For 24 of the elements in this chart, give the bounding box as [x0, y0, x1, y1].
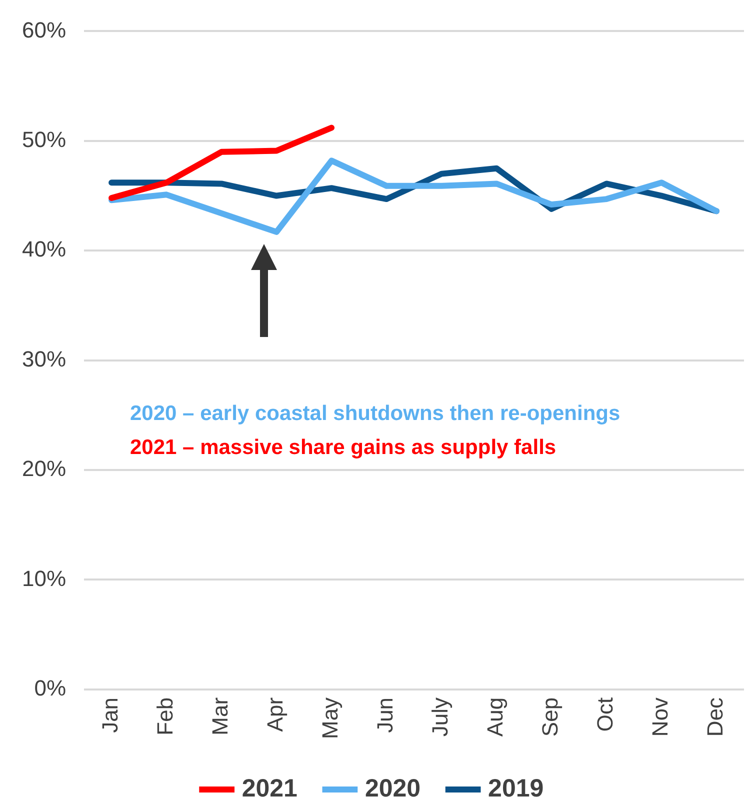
- x-tick-label: July: [428, 697, 453, 737]
- legend-label: 2020: [364, 774, 421, 802]
- x-tick-label: Nov: [648, 697, 673, 737]
- y-tick-label: 40%: [22, 236, 66, 262]
- x-tick-label: Aug: [482, 697, 508, 737]
- x-tick-label: Dec: [702, 697, 728, 737]
- x-tick-label: Apr: [262, 697, 288, 732]
- y-tick-label: 20%: [22, 456, 66, 482]
- legend-label: 2021: [242, 774, 298, 802]
- legend-label: 2019: [488, 774, 544, 802]
- annotation: 2020 – early coastal shutdowns then re-openings: [130, 402, 620, 425]
- y-tick-label: 60%: [22, 17, 66, 42]
- x-tick-label: Sep: [538, 697, 563, 737]
- x-tick-label: Mar: [208, 697, 233, 736]
- y-tick-label: 0%: [34, 676, 66, 700]
- x-tick-label: Jan: [98, 697, 123, 733]
- y-tick-label: 50%: [22, 126, 66, 152]
- x-tick-label: Jun: [372, 697, 398, 733]
- x-tick-label: Oct: [592, 697, 618, 732]
- x-tick-label: May: [318, 697, 343, 739]
- x-tick-label: Feb: [152, 697, 178, 736]
- annotation: 2021 – massive share gains as supply falls: [130, 436, 556, 459]
- y-tick-label: 30%: [22, 346, 66, 372]
- y-tick-label: 10%: [22, 566, 66, 591]
